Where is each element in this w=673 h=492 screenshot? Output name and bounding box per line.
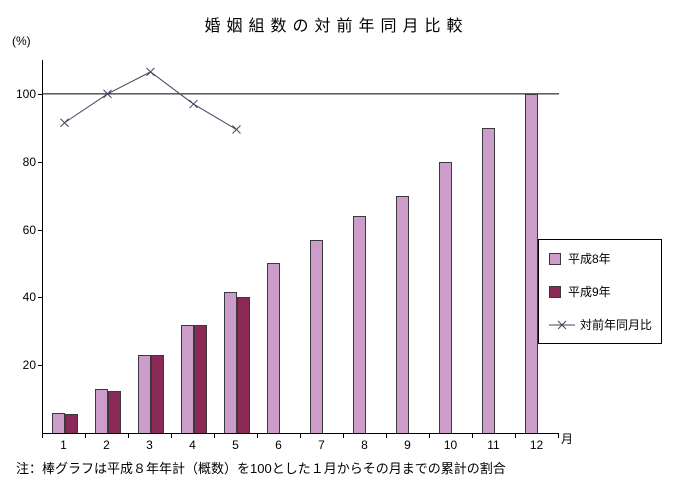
legend: 平成8年平成9年対前年同月比 <box>538 239 662 344</box>
y-axis-tick-label: 100 <box>15 86 36 101</box>
x-marker <box>232 125 241 134</box>
x-axis-tick-label: 2 <box>103 438 110 452</box>
bar-series-1 <box>481 127 495 433</box>
y-axis-tick-mark <box>38 161 42 163</box>
y-axis-tick-mark <box>38 229 42 231</box>
y-axis-tick-mark <box>38 365 42 367</box>
bar-series-1 <box>395 195 409 433</box>
legend-swatch <box>549 252 561 265</box>
bar-series-2 <box>193 324 207 433</box>
ratio-line <box>64 71 237 130</box>
bar-series-2 <box>236 297 250 433</box>
bar-series-2 <box>107 390 121 433</box>
x-axis-tick-label: 12 <box>529 438 544 452</box>
footnote: 注：棒グラフは平成８年年計（概数）を100とした１月からその月までの累計の割合 <box>16 461 506 476</box>
y-axis-tick-label: 40 <box>22 290 36 305</box>
x-axis-tick-mark <box>300 434 301 438</box>
x-axis-tick-mark <box>429 434 430 438</box>
x-axis-tick-mark <box>515 434 516 438</box>
x-axis-tick-label: 6 <box>275 438 282 452</box>
x-marker <box>189 99 198 109</box>
x-marker <box>146 67 155 77</box>
legend-line-marker <box>549 320 575 329</box>
bar-series-1 <box>94 388 108 433</box>
x-axis-tick-mark <box>42 434 43 438</box>
bar-series-1 <box>137 355 151 433</box>
x-axis-unit-label: 月 <box>561 432 574 446</box>
x-marker <box>146 67 155 77</box>
x-marker <box>232 125 241 134</box>
bar-series-1 <box>266 263 280 433</box>
legend-item-label: 対前年同月比 <box>580 318 653 332</box>
x-axis-tick-label: 11 <box>487 438 500 452</box>
x-axis-tick-mark <box>343 434 344 438</box>
bar-series-1 <box>223 292 237 433</box>
y-axis-tick-label: 80 <box>22 154 36 169</box>
y-axis-unit-label: (%) <box>12 34 31 48</box>
bar-series-2 <box>150 355 164 433</box>
x-axis-tick-label: 1 <box>60 438 67 452</box>
x-axis-tick-label: 4 <box>189 438 196 452</box>
x-marker <box>103 89 112 99</box>
x-marker <box>189 99 198 109</box>
x-axis-tick-mark <box>472 434 473 438</box>
x-axis-tick-mark <box>214 434 215 438</box>
bar-series-1 <box>51 412 65 433</box>
bar-series-1 <box>524 93 538 433</box>
bar-series-1 <box>180 324 194 433</box>
y-axis-tick-label: 20 <box>22 358 36 373</box>
plot-area <box>42 60 559 434</box>
y-axis-tick-label: 60 <box>22 222 36 237</box>
x-marker <box>60 118 69 128</box>
bar-series-1 <box>438 161 452 433</box>
legend-item-label: 平成8年 <box>568 252 611 266</box>
x-axis-tick-mark <box>257 434 258 438</box>
legend-x-marker <box>557 320 567 329</box>
legend-item: 平成9年 <box>549 283 655 300</box>
chart-title: 婚姻組数の対前年同月比較 <box>204 18 469 35</box>
x-axis-tick-label: 9 <box>404 438 411 452</box>
x-axis-tick-label: 3 <box>146 438 153 452</box>
x-axis-tick-label: 7 <box>318 438 325 452</box>
bar-series-1 <box>352 215 366 433</box>
x-axis-tick-label: 8 <box>361 438 368 452</box>
x-axis-tick-label: 5 <box>232 438 239 452</box>
bar-series-2 <box>64 414 78 433</box>
y-axis-tick-mark <box>38 297 42 299</box>
bar-series-1 <box>309 239 323 433</box>
x-axis-tick-mark <box>171 434 172 438</box>
y-axis-tick-mark <box>38 93 42 95</box>
x-axis-tick-label: 10 <box>443 438 458 452</box>
legend-item: 対前年同月比 <box>549 316 655 333</box>
x-marker <box>60 118 69 128</box>
x-axis-tick-mark <box>85 434 86 438</box>
x-axis-tick-mark <box>128 434 129 438</box>
x-axis-tick-mark <box>386 434 387 438</box>
x-axis-tick-mark <box>558 434 559 438</box>
x-marker <box>103 89 112 99</box>
legend-swatch <box>549 285 561 298</box>
legend-item-label: 平成9年 <box>568 285 611 299</box>
legend-item: 平成8年 <box>549 250 655 267</box>
